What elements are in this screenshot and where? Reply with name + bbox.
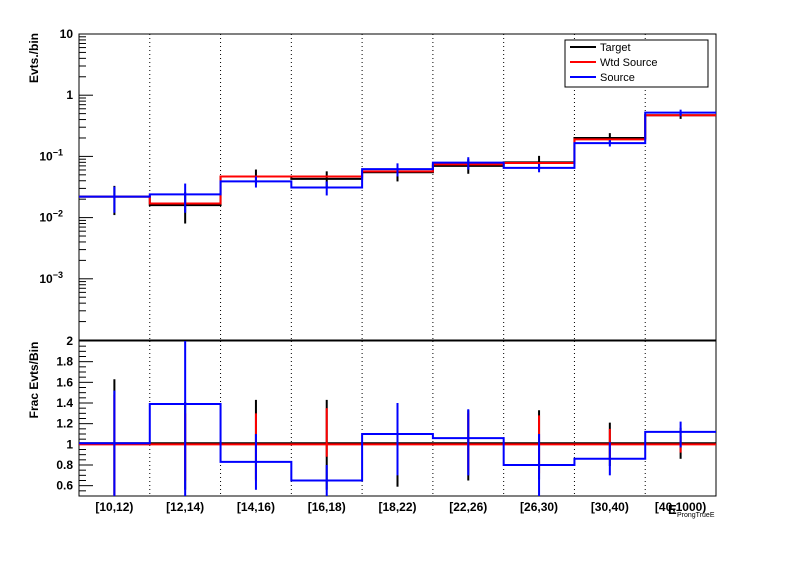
wtd-source-line bbox=[79, 114, 716, 205]
x-category-label: [22,26) bbox=[449, 500, 487, 514]
top-y-tick-label: 10−1 bbox=[39, 147, 63, 163]
top-y-tick-label: 10−3 bbox=[39, 270, 63, 286]
top-panel: 10 1 10−1 10−2 10−3 Target Wtd Source Source bbox=[39, 27, 717, 341]
bottom-y-tick-label: 1.6 bbox=[56, 375, 73, 389]
legend-entry-label: Source bbox=[600, 72, 635, 84]
bottom-y-axis-title: Frac Evts/Bin bbox=[27, 342, 41, 419]
bottom-y-tick-label: 2 bbox=[66, 334, 73, 348]
legend: Target Wtd Source Source bbox=[564, 39, 709, 88]
bottom-y-tick-label: 0.8 bbox=[56, 458, 73, 472]
x-category-label: [16,18) bbox=[308, 500, 346, 514]
top-y-tick-label: 1 bbox=[66, 88, 73, 102]
top-y-axis-title: Evts./bin bbox=[27, 33, 41, 83]
bottom-y-tick-label: 1.8 bbox=[56, 355, 73, 369]
target-line bbox=[79, 114, 716, 207]
x-category-label: [40,1000) bbox=[655, 500, 706, 514]
x-category-label: [14,16) bbox=[237, 500, 275, 514]
top-plot-frame bbox=[78, 33, 717, 341]
bottom-y-tick-label: 0.6 bbox=[56, 479, 73, 493]
x-category-label: [12,14) bbox=[166, 500, 204, 514]
source-ratio-line bbox=[79, 403, 716, 482]
x-category-label: [26,30) bbox=[520, 500, 558, 514]
x-axis-title-sub: ProngTrueE bbox=[677, 512, 715, 519]
x-category-label: [18,22) bbox=[378, 500, 416, 514]
legend-entry-label: Target bbox=[600, 42, 631, 54]
x-axis-title-main: E bbox=[668, 502, 677, 517]
source-line bbox=[79, 111, 716, 198]
x-category-label: [30,40) bbox=[591, 500, 629, 514]
x-category-label: [10,12) bbox=[95, 500, 133, 514]
bottom-y-tick-label: 1.4 bbox=[56, 396, 73, 410]
top-y-tick-label: 10 bbox=[60, 27, 74, 41]
x-axis-title: E ProngTrueE bbox=[668, 502, 715, 519]
top-y-tick-label: 10−2 bbox=[39, 209, 63, 225]
legend-entry-label: Wtd Source bbox=[600, 57, 657, 69]
bottom-panel: 2 1.8 1.6 1.4 1.2 1 0.8 0.6 [10,12) [12,14) [14,16… bbox=[56, 334, 717, 514]
bottom-y-tick-label: 1 bbox=[66, 437, 73, 451]
bottom-y-tick-label: 1.2 bbox=[56, 417, 73, 431]
